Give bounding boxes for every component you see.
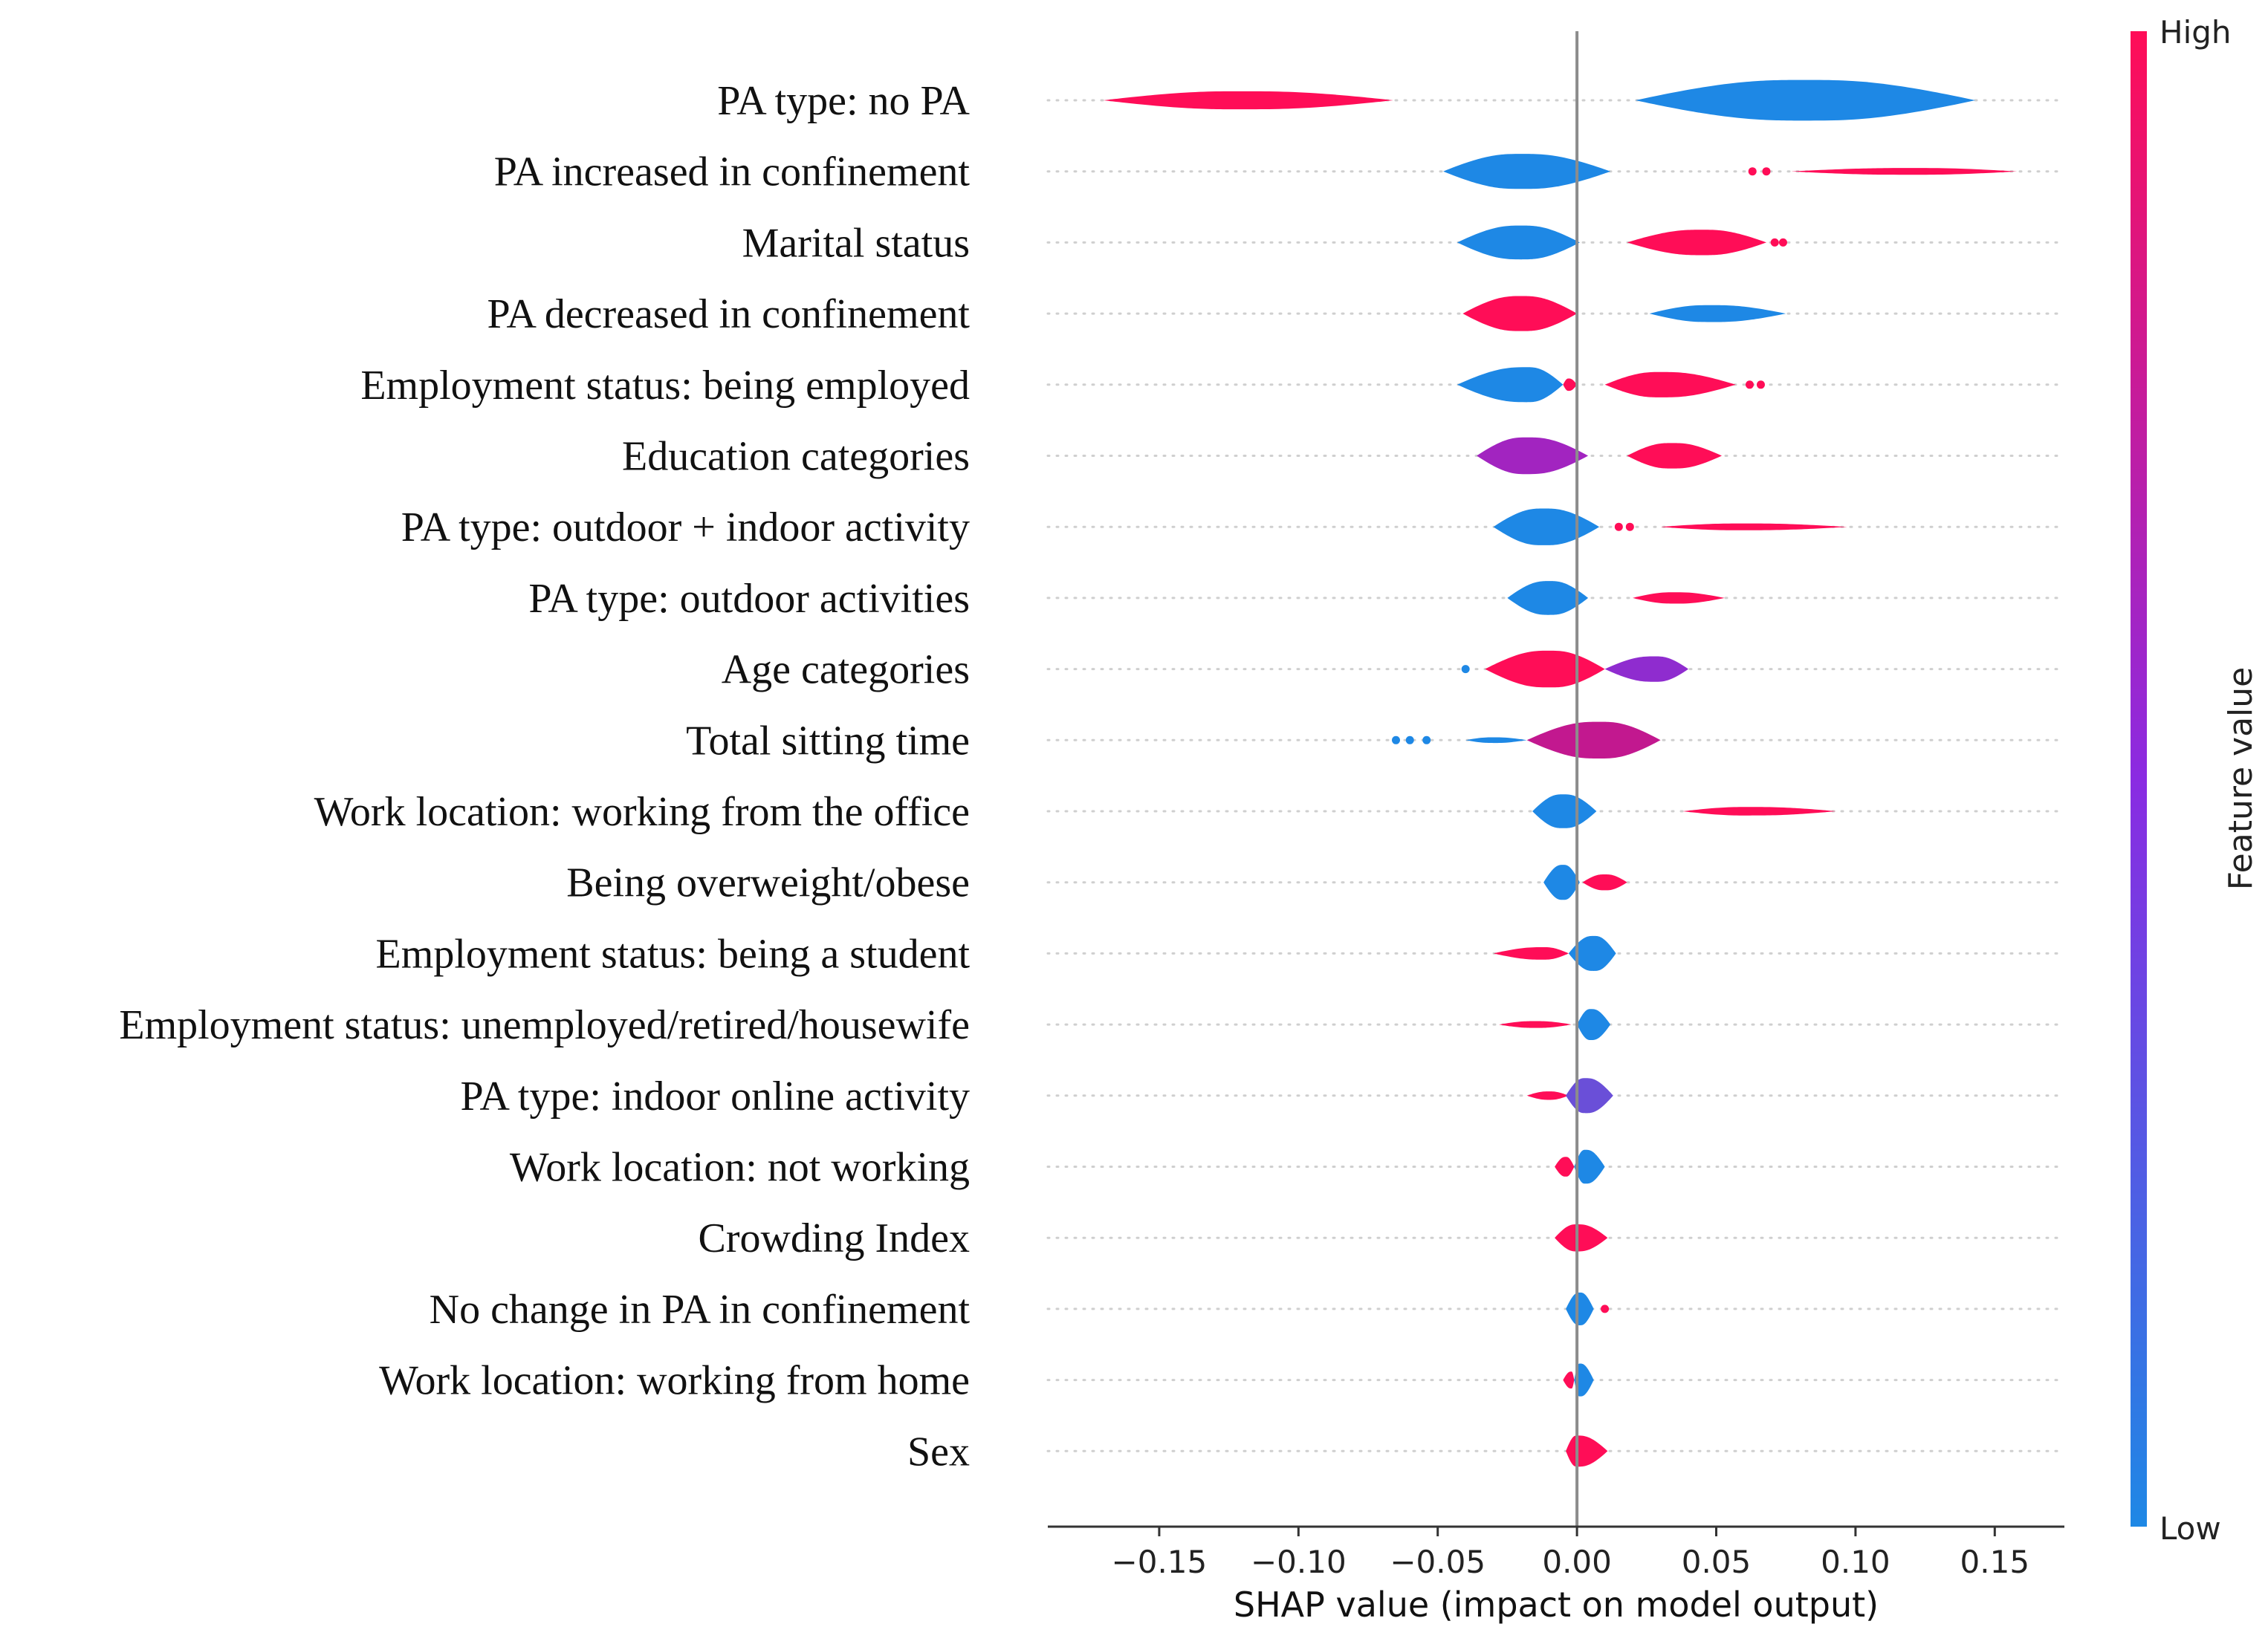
- violin-shape: [1604, 371, 1736, 397]
- outlier-point: [1461, 665, 1470, 674]
- violin-shape: [1493, 508, 1600, 545]
- feature-label: Being overweight/obese: [566, 860, 970, 906]
- colorbar: High Low Feature value: [2131, 14, 2260, 1547]
- violin-shape: [1462, 296, 1578, 331]
- violin-shape: [1627, 230, 1766, 256]
- violin-shape: [1582, 874, 1627, 891]
- colorbar-gradient: [2131, 31, 2147, 1527]
- violin-layer: [1103, 79, 2018, 1467]
- x-tick-label: 0.05: [1682, 1544, 1752, 1580]
- outlier-point: [1770, 238, 1779, 247]
- outlier-point: [1614, 522, 1623, 531]
- feature-label: PA type: outdoor activities: [528, 576, 970, 622]
- violin-shape: [1465, 737, 1527, 744]
- x-tick-label: −0.10: [1251, 1544, 1347, 1580]
- violin-shape: [1526, 721, 1661, 758]
- violin-shape: [1526, 1091, 1569, 1100]
- feature-label: Marital status: [742, 220, 970, 266]
- violin-shape: [1604, 656, 1689, 682]
- violin-shape: [1649, 305, 1786, 322]
- violin-shape: [1563, 378, 1578, 392]
- violin-shape: [1532, 794, 1597, 828]
- violin-shape: [1660, 523, 1847, 530]
- violin-shape: [1568, 935, 1616, 971]
- x-tick-label: −0.05: [1390, 1544, 1485, 1580]
- violin-shape: [1577, 1009, 1611, 1040]
- violin-shape: [1477, 437, 1589, 475]
- violin-shape: [1457, 367, 1564, 403]
- outlier-point: [1745, 380, 1754, 389]
- outlier-point: [1422, 735, 1431, 744]
- x-axis-title: SHAP value (impact on model output): [1234, 1585, 1879, 1625]
- feature-label: Employment status: unemployed/retired/ho…: [119, 1002, 970, 1048]
- violin-shape: [1493, 947, 1569, 960]
- x-tick-label: 0.15: [1960, 1544, 2030, 1580]
- feature-label: PA type: outdoor + indoor activity: [401, 504, 970, 550]
- outlier-point: [1778, 238, 1787, 247]
- violin-shape: [1485, 650, 1605, 688]
- violin-shape: [1574, 1149, 1605, 1184]
- outlier-point: [1391, 735, 1400, 744]
- x-tick-label: 0.00: [1542, 1544, 1612, 1580]
- colorbar-title: Feature value: [2222, 667, 2260, 890]
- violin-shape: [1555, 1224, 1608, 1252]
- feature-label: Crowding Index: [698, 1215, 970, 1261]
- feature-label: Age categories: [722, 647, 970, 693]
- violin-shape: [1499, 1021, 1572, 1028]
- violin-shape: [1574, 1363, 1594, 1397]
- violin-shape: [1566, 1078, 1613, 1114]
- violin-shape: [1627, 443, 1723, 469]
- violin-shape: [1443, 154, 1611, 189]
- violin-shape: [1682, 807, 1836, 816]
- violin-shape: [1566, 1435, 1608, 1467]
- outlier-point: [1756, 380, 1765, 389]
- feature-label: PA decreased in confinement: [487, 291, 970, 337]
- feature-label: Employment status: being employed: [360, 363, 970, 409]
- feature-label: No change in PA in confinement: [430, 1287, 971, 1333]
- outlier-point: [1748, 167, 1757, 176]
- violin-shape: [1103, 91, 1393, 110]
- x-tick-label: 0.10: [1821, 1544, 1890, 1580]
- feature-label: Work location: working from home: [379, 1358, 970, 1404]
- violin-shape: [1507, 581, 1589, 615]
- feature-labels: PA type: no PA PA increased in confinemen…: [119, 78, 970, 1475]
- feature-label: Employment status: being a student: [376, 931, 971, 977]
- outlier-point: [1405, 735, 1414, 744]
- violin-shape: [1543, 865, 1580, 900]
- feature-label: Education categories: [622, 434, 970, 480]
- x-tick-label: −0.15: [1112, 1544, 1208, 1580]
- violin-shape: [1457, 225, 1580, 260]
- feature-label: PA type: no PA: [717, 78, 970, 124]
- row-grid-lines: [1046, 99, 2066, 1452]
- feature-label: PA increased in confinement: [494, 149, 971, 195]
- outlier-point: [1625, 522, 1634, 531]
- outlier-point: [1762, 167, 1771, 176]
- outlier-point: [1601, 1305, 1610, 1313]
- violin-shape: [1791, 168, 2018, 175]
- feature-label: Work location: not working: [510, 1145, 970, 1191]
- violin-shape: [1635, 79, 1976, 121]
- colorbar-high-label: High: [2160, 14, 2232, 51]
- feature-label: Work location: working from the office: [314, 789, 970, 835]
- violin-shape: [1633, 592, 1725, 604]
- colorbar-low-label: Low: [2160, 1510, 2221, 1547]
- feature-label: Total sitting time: [686, 718, 970, 764]
- violin-shape: [1566, 1292, 1594, 1325]
- violin-shape: [1563, 1371, 1575, 1388]
- feature-label: PA type: indoor online activity: [461, 1073, 970, 1120]
- violin-shape: [1555, 1157, 1575, 1177]
- feature-label: Sex: [907, 1429, 970, 1475]
- x-axis: −0.15 −0.10 −0.05 0.00 0.05 0.10 0.15: [1048, 1525, 2064, 1580]
